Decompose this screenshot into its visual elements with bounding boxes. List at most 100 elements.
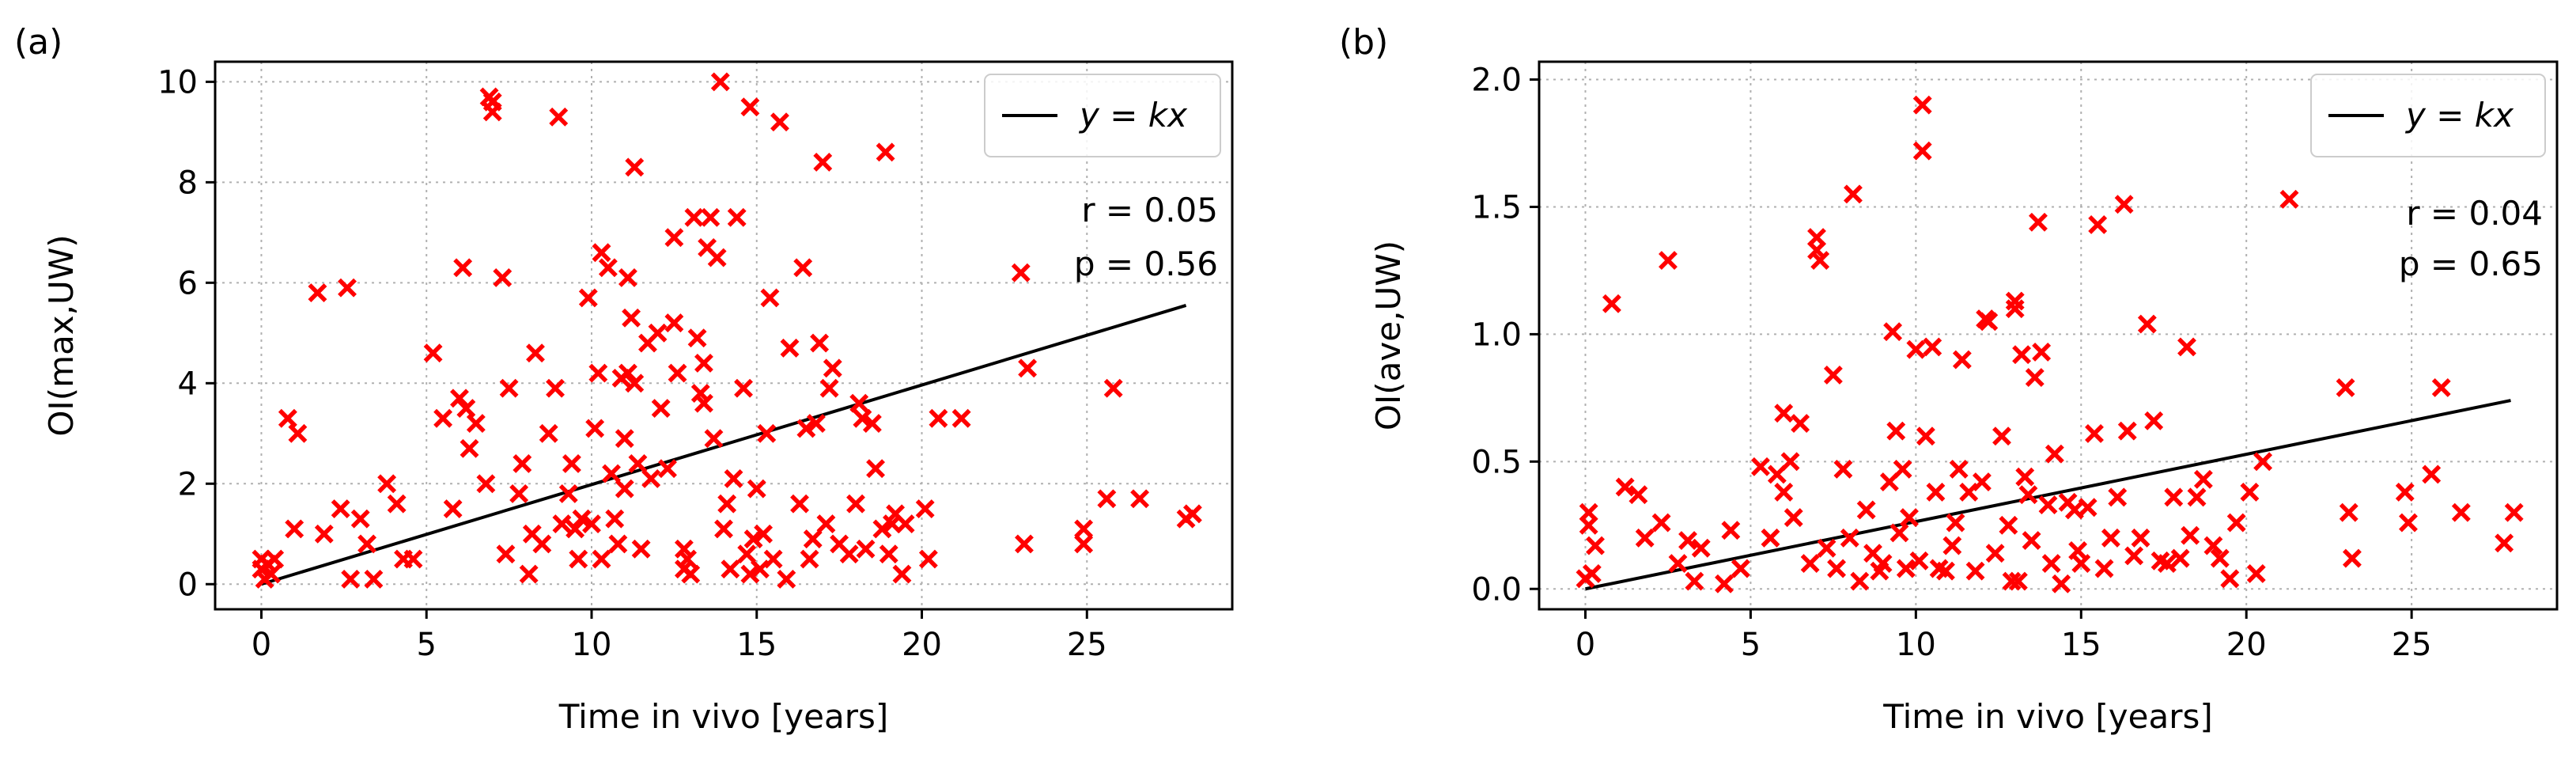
data-point <box>2045 444 2064 464</box>
data-point <box>2164 487 2184 507</box>
data-point <box>562 453 581 473</box>
panel-label: (b) <box>1339 22 1388 63</box>
data-point <box>2342 548 2362 568</box>
data-point <box>1893 460 1912 479</box>
data-point <box>546 378 566 398</box>
data-point <box>1691 538 1711 558</box>
data-point <box>569 549 588 569</box>
data-point <box>1074 519 1094 539</box>
data-point <box>2015 467 2035 487</box>
data-point <box>2395 482 2415 502</box>
data-point <box>1844 184 1863 204</box>
plot-frame <box>214 60 1234 611</box>
data-point <box>2005 291 2025 311</box>
data-point <box>1715 574 1734 593</box>
data-point <box>2193 469 2213 489</box>
data-point <box>2124 546 2144 566</box>
data-point <box>2041 554 2061 574</box>
y-axis-label: OI(max,UW) <box>42 234 81 436</box>
data-point <box>1896 559 1916 578</box>
data-point <box>2052 574 2071 593</box>
y-tick-label: 10 <box>157 64 198 100</box>
data-point <box>433 408 453 428</box>
data-point <box>1840 528 1859 548</box>
data-point <box>2253 452 2273 472</box>
data-point <box>585 419 605 438</box>
data-point <box>592 243 611 263</box>
data-point <box>648 323 668 343</box>
x-tick-label: 25 <box>2392 627 2432 663</box>
data-point <box>513 453 532 473</box>
data-point <box>2177 337 2196 357</box>
data-point <box>618 363 637 383</box>
data-point <box>658 459 677 479</box>
data-point <box>625 373 645 393</box>
data-point <box>790 494 809 514</box>
data-point <box>450 389 469 408</box>
data-point <box>740 97 760 117</box>
data-point <box>278 408 297 428</box>
x-tick-label: 0 <box>252 627 271 663</box>
fit-line <box>260 303 1187 586</box>
data-point <box>849 393 869 413</box>
data-point <box>1999 515 2018 535</box>
data-point <box>819 378 839 398</box>
data-point <box>2078 498 2097 517</box>
data-point <box>1731 559 1750 578</box>
data-point <box>1873 554 1893 574</box>
data-point <box>608 534 628 554</box>
legend-label: y = kx <box>2404 96 2514 135</box>
data-point <box>743 529 763 549</box>
data-point <box>631 539 651 559</box>
data-point <box>1886 421 1906 441</box>
data-point <box>806 414 826 434</box>
data-point <box>1942 536 1962 555</box>
data-point <box>1074 534 1094 554</box>
y-tick-label: 2.0 <box>1471 63 1522 99</box>
data-point <box>747 479 766 499</box>
data-point <box>288 423 308 443</box>
data-point <box>707 248 727 267</box>
y-tick-label: 1.5 <box>1471 189 1522 226</box>
data-point <box>2203 536 2223 555</box>
data-point <box>2431 378 2451 397</box>
data-point <box>364 569 384 589</box>
data-point <box>618 268 637 287</box>
data-point <box>572 509 592 529</box>
data-point <box>803 529 823 549</box>
data-point <box>1800 554 1820 574</box>
data-point <box>1018 358 1038 378</box>
data-point <box>1791 414 1810 433</box>
data-point <box>2018 485 2038 505</box>
data-point <box>552 514 572 534</box>
data-point <box>1850 571 1870 591</box>
data-point <box>566 519 585 539</box>
data-point <box>558 484 578 503</box>
data-point <box>2187 487 2207 507</box>
data-point <box>262 564 281 584</box>
data-point <box>816 514 836 534</box>
x-tick-label: 10 <box>1896 627 1936 663</box>
legend: y = kx <box>984 74 1221 157</box>
data-point <box>350 509 370 529</box>
data-point <box>1992 426 2011 446</box>
data-point <box>625 157 645 177</box>
data-point <box>1985 544 2005 563</box>
x-tick-label: 5 <box>416 627 436 663</box>
data-point <box>1015 534 1034 554</box>
data-point <box>615 429 634 449</box>
data-point <box>2170 548 2190 568</box>
data-point <box>1965 561 1985 581</box>
data-point <box>2088 215 2108 234</box>
data-point <box>1856 500 1876 520</box>
data-point <box>1936 561 1955 581</box>
data-point <box>628 453 648 473</box>
x-tick-label: 5 <box>1741 627 1761 663</box>
data-point <box>549 107 569 127</box>
data-point <box>872 519 892 539</box>
x-tick-label: 25 <box>1067 627 1107 663</box>
data-point <box>1810 251 1830 270</box>
data-point <box>2029 212 2048 232</box>
data-point <box>285 519 305 539</box>
data-point <box>377 474 397 494</box>
